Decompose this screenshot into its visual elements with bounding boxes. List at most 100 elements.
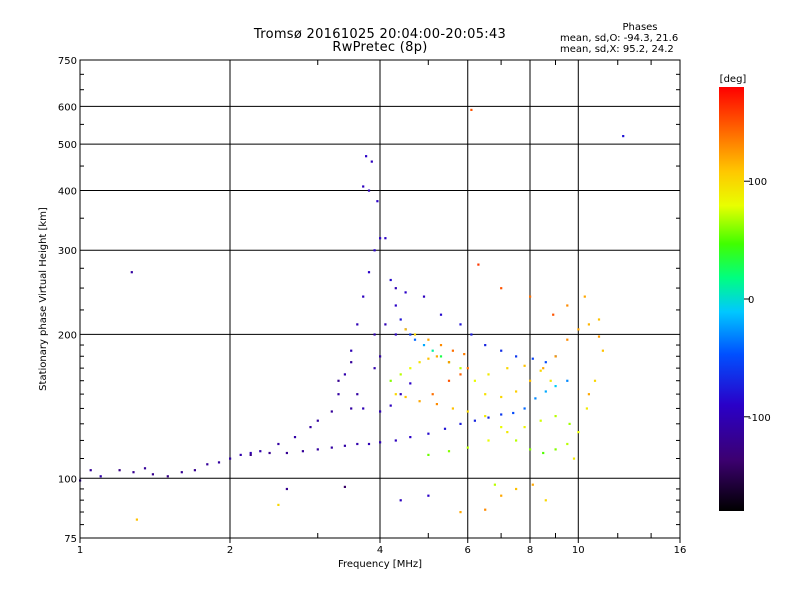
y-tick-label: 300 xyxy=(58,246,77,257)
data-point xyxy=(566,442,569,446)
data-point xyxy=(259,450,262,453)
data-point xyxy=(277,503,280,506)
data-point xyxy=(544,390,547,393)
data-point xyxy=(484,508,487,511)
data-point xyxy=(583,295,586,298)
data-point xyxy=(277,442,280,446)
data-point xyxy=(151,473,154,476)
data-point xyxy=(418,361,421,364)
data-point xyxy=(399,318,402,321)
data-point xyxy=(447,361,451,364)
phases-o-mode-stats: mean, sd,O: -94.3, 21.6 xyxy=(560,33,679,44)
data-point xyxy=(515,487,518,491)
data-point xyxy=(500,494,503,497)
data-point xyxy=(394,287,397,290)
data-point xyxy=(622,135,625,138)
data-point xyxy=(500,395,503,399)
data-point xyxy=(379,441,382,444)
data-point xyxy=(566,338,569,341)
data-point xyxy=(593,379,597,382)
data-point xyxy=(466,410,469,413)
data-point xyxy=(585,407,588,410)
x-tick-label: 2 xyxy=(227,545,233,556)
data-point xyxy=(409,367,412,370)
data-point xyxy=(413,333,417,336)
data-point xyxy=(484,415,487,418)
data-point xyxy=(316,448,319,451)
data-point xyxy=(373,333,376,336)
data-point xyxy=(523,407,526,410)
y-tick-label: 100 xyxy=(58,474,77,485)
data-point xyxy=(500,413,503,416)
data-point xyxy=(447,450,451,453)
data-point xyxy=(193,469,196,472)
data-point xyxy=(376,200,379,203)
data-point xyxy=(534,397,537,400)
data-point xyxy=(597,318,601,321)
data-point xyxy=(285,487,288,491)
data-point xyxy=(487,373,490,376)
data-point xyxy=(572,457,576,460)
data-point xyxy=(343,485,346,488)
data-point xyxy=(399,373,402,376)
data-point xyxy=(394,304,397,307)
data-point xyxy=(431,393,434,396)
data-point xyxy=(466,446,469,449)
data-point xyxy=(379,355,382,358)
data-point xyxy=(330,446,333,449)
data-point xyxy=(362,185,365,188)
data-point xyxy=(356,393,359,396)
data-point xyxy=(404,328,407,331)
x-tick-label: 8 xyxy=(527,545,533,556)
data-point xyxy=(554,355,557,358)
data-point xyxy=(404,291,407,294)
data-point xyxy=(531,483,534,486)
y-axis-label: Stationary phase Virtual Height [km] xyxy=(38,207,49,391)
data-point xyxy=(587,323,590,326)
data-point xyxy=(601,349,604,352)
data-point xyxy=(577,431,580,434)
data-point xyxy=(577,328,580,331)
colorbar-ticks: 100 0 -100 xyxy=(744,177,771,424)
data-point xyxy=(362,407,365,410)
data-point xyxy=(394,439,397,442)
data-point xyxy=(484,344,487,347)
data-point xyxy=(418,400,421,403)
data-point xyxy=(180,471,183,474)
y-tick-label: 600 xyxy=(58,102,77,113)
data-point xyxy=(350,361,353,364)
x-tick-label: 1 xyxy=(77,545,83,556)
y-tick-label: 750 xyxy=(58,56,77,67)
data-point xyxy=(135,518,138,521)
data-point xyxy=(394,393,397,396)
x-tick-label: 6 xyxy=(465,545,471,556)
data-point xyxy=(554,448,557,451)
data-point xyxy=(459,422,462,425)
data-point xyxy=(484,393,487,396)
data-point xyxy=(343,373,346,376)
data-point xyxy=(118,469,121,472)
data-point xyxy=(379,410,382,413)
y-tick-label: 500 xyxy=(58,140,77,151)
data-point xyxy=(389,404,392,407)
data-point xyxy=(373,367,376,370)
data-point xyxy=(529,295,532,298)
data-points xyxy=(79,108,625,521)
data-point xyxy=(473,379,476,382)
data-point xyxy=(566,304,569,307)
data-point xyxy=(293,436,297,439)
data-point xyxy=(379,237,382,240)
data-point xyxy=(515,439,518,442)
data-point xyxy=(384,237,387,240)
data-point xyxy=(447,379,451,382)
data-point xyxy=(515,355,518,358)
y-tick-label: 200 xyxy=(58,330,77,341)
data-point xyxy=(531,357,534,360)
data-point xyxy=(229,457,232,460)
data-point xyxy=(487,439,490,442)
data-point xyxy=(343,444,346,447)
data-point xyxy=(597,335,601,338)
data-point xyxy=(459,373,462,376)
data-point xyxy=(130,271,133,274)
